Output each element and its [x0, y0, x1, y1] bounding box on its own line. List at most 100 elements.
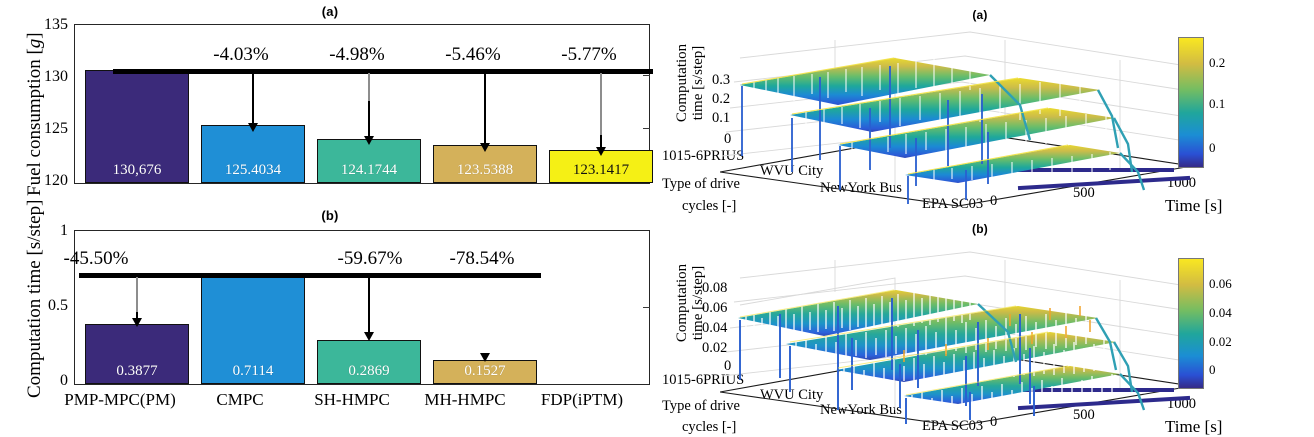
left-b-ytick-1: 1 — [60, 222, 68, 239]
annotation-arrowhead-b-4 — [480, 353, 490, 362]
right-panel-a-surface — [720, 31, 1201, 207]
right-b-xtick-500: 500 — [1073, 407, 1095, 423]
annotation-arrowhead-a-4 — [596, 147, 606, 156]
right-a-colorbar-tick-0p2: 0.2 — [1209, 55, 1226, 70]
left-panel-a-title: (a) — [321, 4, 339, 19]
bar-value-label: 0.1527 — [464, 363, 506, 379]
bar-time-cmpc: 0.7114 — [201, 273, 305, 384]
right-a-ycat-epa-sc03: EPA SC03 — [922, 196, 984, 212]
reference-line-a — [113, 69, 653, 75]
xtick-cmpc: CMPC — [216, 390, 264, 409]
bar-time-pmp-mpc: 0.3877 — [85, 323, 189, 384]
bar-time-sh-hmpc: 0.2869 — [317, 339, 421, 384]
annotation-arrowhead-a-3 — [480, 143, 490, 152]
annotation-arrow-a-2 — [368, 73, 370, 101]
bar-value-label: 123.1417 — [572, 162, 630, 178]
right-a-ztick-0p3: 0.3 — [712, 72, 731, 88]
right-a-zlabel: Computation time [s/step] — [674, 18, 706, 148]
right-b-colorbar — [1178, 258, 1204, 389]
annotation-arrow-b-1 — [136, 277, 138, 312]
annotation-arrow-b-3 — [368, 277, 370, 335]
right-b-ztick-0p08: 0.08 — [702, 280, 728, 296]
right-panel-b-surface — [720, 251, 1201, 427]
right-b-ycat-epa-sc03: EPA SC03 — [922, 418, 984, 434]
right-a-colorbar — [1178, 37, 1204, 168]
right-a-ztick-0: 0 — [724, 131, 732, 147]
left-a-tick-right-125 — [643, 128, 650, 129]
left-panel-b-title: (b) — [321, 208, 339, 223]
right-b-ztick-0p06: 0.06 — [702, 300, 728, 316]
right-a-ztick-0p1: 0.1 — [712, 110, 731, 126]
right-a-ylabel-line2: cycles [-] — [682, 198, 737, 214]
right-a-zlabel-line2: time [s/step] — [690, 45, 707, 121]
right-b-colorbar-tick-0p02: 0.02 — [1209, 334, 1232, 349]
right-a-colorbar-tick-0p1: 0.1 — [1209, 96, 1226, 111]
annotation-arrowhead-b-3 — [364, 332, 374, 341]
annotation-arrowhead-a-2 — [364, 136, 374, 145]
bar-value-label: 130,676 — [112, 162, 162, 178]
annotation-arrowhead-a-1 — [248, 123, 258, 132]
left-panel-b-axes: 0.3877 0.7114 0.2869 0.1527 — [74, 230, 650, 385]
annotation-arrow-a-3 — [484, 73, 486, 145]
right-a-ycat-1015-6prius: 1015-6PRIUS — [662, 148, 745, 164]
left-a-tick-right-130 — [643, 75, 650, 76]
right-b-ztick-0: 0 — [724, 358, 732, 374]
xtick-sh-hmpc: SH-HMPC — [314, 390, 390, 409]
annotation-arrowhead-b-1 — [132, 318, 142, 327]
left-a-ytick-120: 120 — [44, 172, 68, 189]
right-panel-b-title: (b) — [972, 222, 988, 236]
bar-time-mh-hmpc: 0.1527 — [433, 360, 537, 384]
left-a-ytick-135: 135 — [44, 16, 68, 33]
annotation-arrow-a-4 — [600, 73, 602, 135]
right-b-ylabel-line1: Type of drive — [662, 398, 740, 414]
bar-fuel-pmp-mpc: 130,676 — [85, 69, 189, 183]
reference-line-b — [79, 273, 541, 279]
bar-value-label: 124.1744 — [340, 162, 398, 178]
bar-fuel-sh-hmpc: 124.1744 — [317, 138, 421, 183]
pct-label-a-4: -5.77% — [561, 44, 617, 65]
left-bar-figure: (a) Fuel consumption [g] 135 130 125 120… — [0, 0, 660, 434]
left-b-ytick-0p5: 0.5 — [48, 297, 68, 314]
right-b-xlabel: Time [s] — [1165, 417, 1223, 436]
bar-value-label: 125.4034 — [224, 162, 282, 178]
right-surface-figure: (a) Computation time [s/step] 0.3 0.2 0.… — [660, 0, 1314, 436]
right-a-xtick-0: 0 — [990, 193, 998, 209]
bar-value-label: 123.5388 — [456, 162, 514, 178]
right-a-ztick-0p2: 0.2 — [712, 91, 731, 107]
pct-label-a-2: -4.98% — [329, 44, 385, 65]
left-a-ytick-130: 130 — [44, 68, 68, 85]
pct-label-b-2: -59.67% — [337, 248, 403, 269]
pct-label-a-1: -4.03% — [213, 44, 269, 65]
annotation-arrow-a-1 — [252, 73, 254, 126]
xtick-fdp-iptm: FDP(iPTM) — [540, 390, 624, 409]
bar-value-label: 0.2869 — [348, 363, 390, 379]
right-a-colorbar-tick-0: 0 — [1209, 140, 1216, 155]
right-a-ylabel-line1: Type of drive — [662, 176, 740, 192]
pct-label-b-3: -78.54% — [449, 248, 515, 269]
left-b-ytick-0: 0 — [60, 372, 68, 389]
right-b-colorbar-tick-0p06: 0.06 — [1209, 276, 1232, 291]
annotation-arrow-a-4b — [600, 135, 602, 149]
right-panel-a-title: (a) — [972, 8, 988, 22]
right-a-xlabel: Time [s] — [1165, 196, 1223, 215]
right-b-ycat-wvu-city: WVU City — [760, 387, 824, 403]
right-b-ycat-newyork-bus: NewYork Bus — [820, 402, 902, 418]
annotation-arrow-a-2b — [368, 101, 370, 139]
annotation-arrow-b-1b — [136, 312, 138, 320]
right-a-zlabel-line1: Computation — [674, 43, 690, 123]
pct-label-b-1: -45.50% — [63, 248, 129, 269]
left-a-ytick-125: 125 — [44, 120, 68, 137]
bar-fuel-cmpc: 125.4034 — [201, 125, 305, 183]
xtick-pmp-mpc: PMP-MPC(PM) — [64, 390, 176, 409]
right-b-ztick-0p04: 0.04 — [702, 320, 728, 336]
bar-value-label: 0.3877 — [116, 363, 158, 379]
xtick-mh-hmpc: MH-HMPC — [424, 390, 506, 409]
right-b-xtick-0: 0 — [990, 414, 998, 430]
right-b-ztick-0p02: 0.02 — [702, 340, 728, 356]
right-b-ylabel-line2: cycles [-] — [682, 419, 737, 435]
left-panel-a-axes: 130,676 125.4034 124.1744 123.5388 123.1… — [74, 24, 653, 184]
pct-label-a-3: -5.46% — [445, 44, 501, 65]
right-b-colorbar-tick-0: 0 — [1209, 362, 1216, 377]
right-a-xtick-500: 500 — [1073, 185, 1095, 201]
